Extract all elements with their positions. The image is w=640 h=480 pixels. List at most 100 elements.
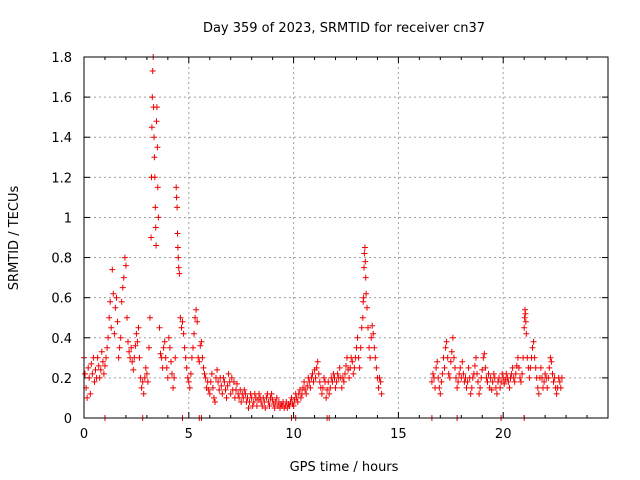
data-point — [505, 378, 512, 385]
data-point — [522, 310, 529, 317]
data-point — [336, 364, 343, 371]
data-point — [534, 384, 541, 391]
y-tick-label: 1.6 — [51, 91, 72, 106]
data-point — [442, 344, 449, 351]
data-point — [216, 386, 223, 393]
data-point — [220, 374, 227, 381]
data-point — [162, 354, 169, 361]
data-point — [173, 194, 180, 201]
data-point — [343, 362, 349, 369]
data-point — [172, 354, 179, 361]
data-point — [346, 374, 353, 381]
data-point — [104, 344, 111, 351]
data-point — [375, 384, 382, 391]
data-point — [149, 94, 156, 101]
data-point — [134, 338, 141, 345]
data-point — [153, 242, 160, 249]
data-point — [200, 364, 207, 371]
data-point — [511, 378, 518, 385]
data-point — [517, 374, 523, 381]
data-point — [521, 324, 528, 331]
data-point — [102, 362, 108, 369]
data-point — [334, 370, 341, 377]
data-point — [542, 370, 549, 377]
data-point — [327, 384, 334, 391]
data-point — [121, 254, 128, 261]
data-point — [174, 230, 181, 237]
data-point — [96, 374, 103, 381]
y-tick-label: 1.4 — [51, 131, 72, 146]
data-point — [84, 394, 91, 401]
data-point — [547, 354, 554, 361]
data-point — [163, 364, 170, 371]
data-point — [259, 403, 266, 409]
x-tick-label: 0 — [80, 427, 88, 442]
data-point — [377, 378, 384, 385]
data-point — [514, 354, 521, 361]
data-point — [108, 324, 115, 331]
data-point — [342, 370, 348, 377]
data-point — [125, 338, 131, 345]
data-point — [128, 344, 135, 351]
data-point — [88, 360, 95, 367]
data-point — [92, 366, 99, 373]
data-point — [512, 370, 519, 377]
data-point — [550, 378, 557, 385]
data-point — [307, 384, 314, 391]
data-point — [509, 364, 516, 371]
data-point — [430, 370, 436, 377]
data-point — [304, 382, 311, 389]
data-point — [222, 386, 229, 393]
data-point — [177, 314, 184, 321]
data-point — [124, 314, 130, 321]
data-point — [103, 354, 109, 361]
data-point — [230, 378, 237, 385]
data-point — [362, 274, 369, 281]
data-point — [139, 378, 146, 385]
data-point — [91, 378, 98, 385]
data-point — [266, 403, 273, 409]
data-point — [473, 354, 479, 361]
data-point — [373, 364, 380, 371]
data-point — [468, 384, 475, 391]
data-point — [171, 374, 178, 381]
data-point — [357, 344, 364, 351]
data-point — [117, 334, 124, 341]
data-point — [262, 405, 269, 411]
data-point — [184, 374, 191, 381]
data-point — [510, 374, 517, 381]
data-point — [182, 354, 189, 361]
data-point — [149, 68, 156, 74]
data-point — [378, 390, 385, 397]
data-point — [360, 294, 367, 301]
data-point — [527, 364, 534, 371]
data-point — [476, 390, 483, 397]
data-points — [81, 54, 565, 421]
data-point — [296, 386, 303, 393]
data-point — [153, 118, 160, 125]
y-tick-label: 0.2 — [51, 372, 72, 387]
axis-ticks: 0 5 10 15 20 0 0.2 0.4 0.6 0.8 1 1.2 1.4 1.6 1.8 — [51, 51, 608, 442]
data-point — [477, 384, 484, 391]
data-point — [498, 378, 505, 385]
data-point — [531, 354, 538, 361]
data-point — [190, 344, 196, 351]
data-point — [493, 390, 500, 397]
data-point — [556, 378, 563, 385]
data-point — [519, 370, 526, 377]
data-point — [489, 378, 496, 385]
data-point — [526, 374, 533, 381]
data-point — [165, 334, 172, 341]
data-point — [160, 344, 167, 351]
data-point — [209, 384, 216, 391]
data-point — [290, 403, 297, 409]
x-tick-label: 20 — [495, 427, 512, 442]
data-point — [339, 374, 346, 381]
data-point — [197, 342, 204, 349]
data-point — [484, 378, 491, 385]
y-tick-label: 1.2 — [51, 171, 72, 186]
data-point — [475, 378, 481, 385]
data-point — [115, 354, 122, 361]
data-point — [434, 358, 441, 365]
data-point — [142, 364, 149, 371]
